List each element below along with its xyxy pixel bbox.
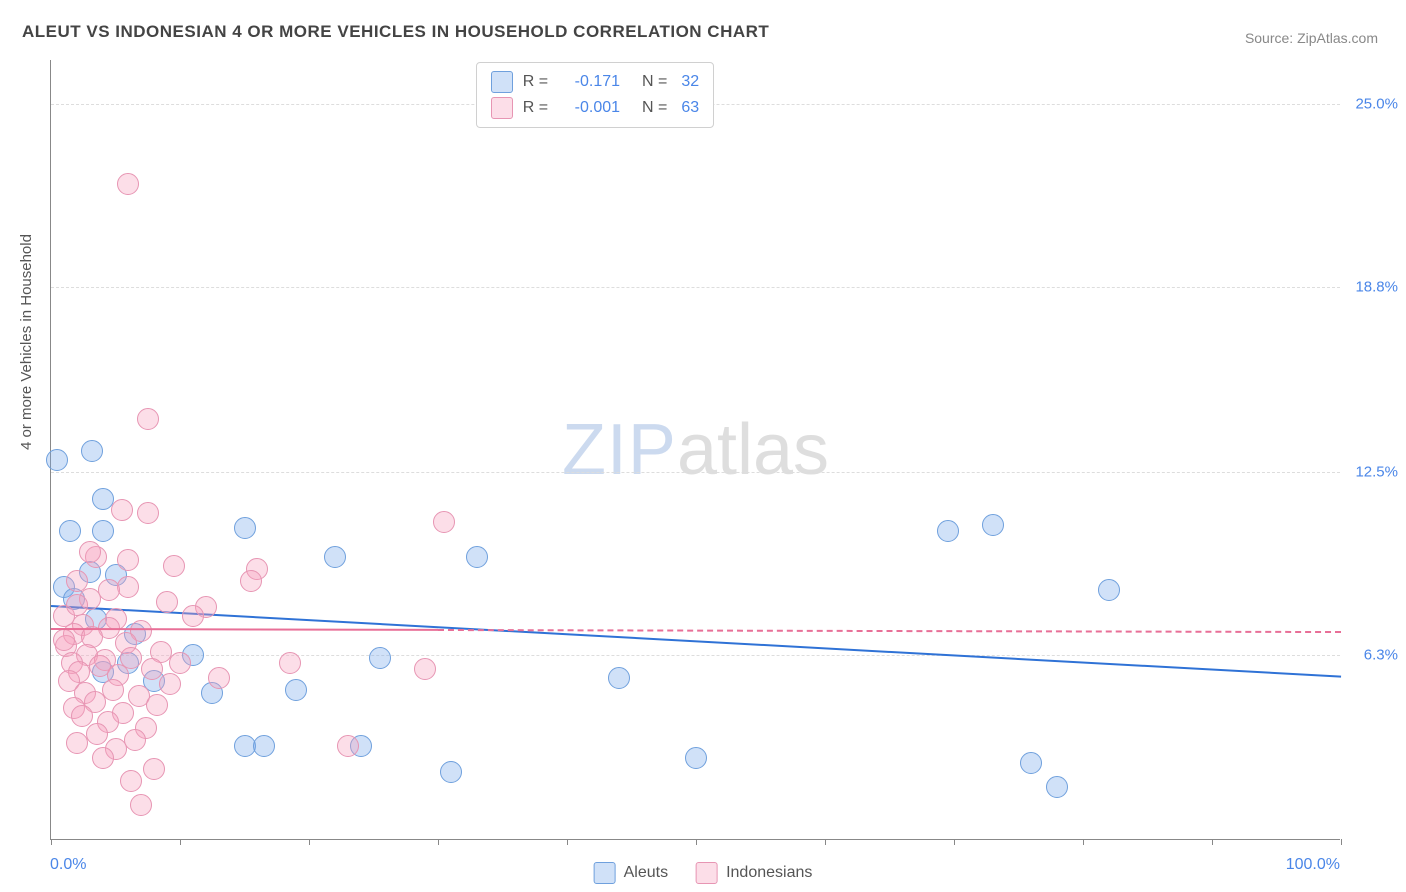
scatter-point: [137, 502, 159, 524]
stats-legend-row: R = -0.001 N = 63: [491, 95, 699, 121]
legend-swatch: [491, 71, 513, 93]
y-tick-label: 6.3%: [1364, 646, 1398, 663]
scatter-point: [369, 647, 391, 669]
scatter-point: [1046, 776, 1068, 798]
x-axis-max-label: 100.0%: [1286, 856, 1340, 874]
scatter-point: [98, 579, 120, 601]
legend-r-label: R =: [523, 73, 548, 91]
scatter-point: [937, 520, 959, 542]
scatter-point: [66, 732, 88, 754]
x-tick: [825, 839, 826, 845]
scatter-point: [53, 629, 75, 651]
legend-r-value: -0.001: [562, 99, 620, 117]
x-tick: [696, 839, 697, 845]
bottom-legend: Aleuts Indonesians: [594, 862, 813, 884]
scatter-point: [117, 576, 139, 598]
x-tick: [180, 839, 181, 845]
y-axis-label: 4 or more Vehicles in Household: [18, 234, 35, 450]
scatter-point: [59, 520, 81, 542]
trend-line: [51, 605, 1341, 678]
gridline: [51, 472, 1340, 473]
legend-swatch-indonesians: [696, 862, 718, 884]
scatter-point: [608, 667, 630, 689]
scatter-point: [285, 679, 307, 701]
scatter-point: [111, 499, 133, 521]
scatter-point: [137, 408, 159, 430]
legend-n-label: N =: [642, 73, 667, 91]
legend-r-label: R =: [523, 99, 548, 117]
scatter-point: [66, 594, 88, 616]
scatter-point: [117, 549, 139, 571]
watermark-atlas: atlas: [677, 410, 829, 490]
legend-n-label: N =: [642, 99, 667, 117]
scatter-point: [92, 488, 114, 510]
scatter-point: [169, 652, 191, 674]
scatter-point: [146, 694, 168, 716]
x-tick: [954, 839, 955, 845]
scatter-point: [92, 747, 114, 769]
x-tick: [1083, 839, 1084, 845]
y-tick-label: 12.5%: [1355, 464, 1398, 481]
watermark: ZIPatlas: [562, 409, 829, 491]
watermark-zip: ZIP: [562, 410, 677, 490]
x-tick: [51, 839, 52, 845]
chart-title: ALEUT VS INDONESIAN 4 OR MORE VEHICLES I…: [22, 22, 769, 42]
legend-r-value: -0.171: [562, 73, 620, 91]
scatter-point: [1020, 752, 1042, 774]
trend-line: [438, 629, 1341, 633]
scatter-point: [1098, 579, 1120, 601]
legend-n-value: 63: [681, 99, 699, 117]
scatter-point: [143, 758, 165, 780]
scatter-plot-area: ZIPatlas 6.3%12.5%18.8%25.0%: [50, 60, 1340, 840]
legend-n-value: 32: [681, 73, 699, 91]
y-tick-label: 25.0%: [1355, 96, 1398, 113]
scatter-point: [141, 658, 163, 680]
scatter-point: [182, 605, 204, 627]
scatter-point: [159, 673, 181, 695]
scatter-point: [982, 514, 1004, 536]
scatter-point: [337, 735, 359, 757]
scatter-point: [414, 658, 436, 680]
scatter-point: [130, 794, 152, 816]
scatter-point: [279, 652, 301, 674]
scatter-point: [156, 591, 178, 613]
scatter-point: [86, 723, 108, 745]
scatter-point: [234, 517, 256, 539]
scatter-point: [92, 520, 114, 542]
gridline: [51, 287, 1340, 288]
legend-swatch-aleuts: [594, 862, 616, 884]
scatter-point: [240, 570, 262, 592]
x-tick: [1341, 839, 1342, 845]
x-tick: [1212, 839, 1213, 845]
scatter-point: [117, 173, 139, 195]
scatter-point: [46, 449, 68, 471]
scatter-point: [433, 511, 455, 533]
scatter-point: [79, 541, 101, 563]
stats-legend-row: R = -0.171 N = 32: [491, 69, 699, 95]
x-tick: [438, 839, 439, 845]
legend-label-aleuts: Aleuts: [624, 864, 668, 882]
scatter-point: [440, 761, 462, 783]
y-tick-label: 18.8%: [1355, 278, 1398, 295]
gridline: [51, 655, 1340, 656]
legend-swatch: [491, 97, 513, 119]
scatter-point: [685, 747, 707, 769]
scatter-point: [71, 705, 93, 727]
chart-source: Source: ZipAtlas.com: [1245, 30, 1378, 46]
scatter-point: [120, 770, 142, 792]
scatter-point: [466, 546, 488, 568]
scatter-point: [124, 729, 146, 751]
x-tick: [309, 839, 310, 845]
scatter-point: [324, 546, 346, 568]
scatter-point: [253, 735, 275, 757]
scatter-point: [81, 440, 103, 462]
x-tick: [567, 839, 568, 845]
legend-item-aleuts: Aleuts: [594, 862, 668, 884]
x-axis-min-label: 0.0%: [50, 856, 86, 874]
scatter-point: [163, 555, 185, 577]
legend-label-indonesians: Indonesians: [726, 864, 812, 882]
scatter-point: [208, 667, 230, 689]
legend-item-indonesians: Indonesians: [696, 862, 812, 884]
stats-legend: R = -0.171 N = 32 R = -0.001 N = 63: [476, 62, 714, 128]
